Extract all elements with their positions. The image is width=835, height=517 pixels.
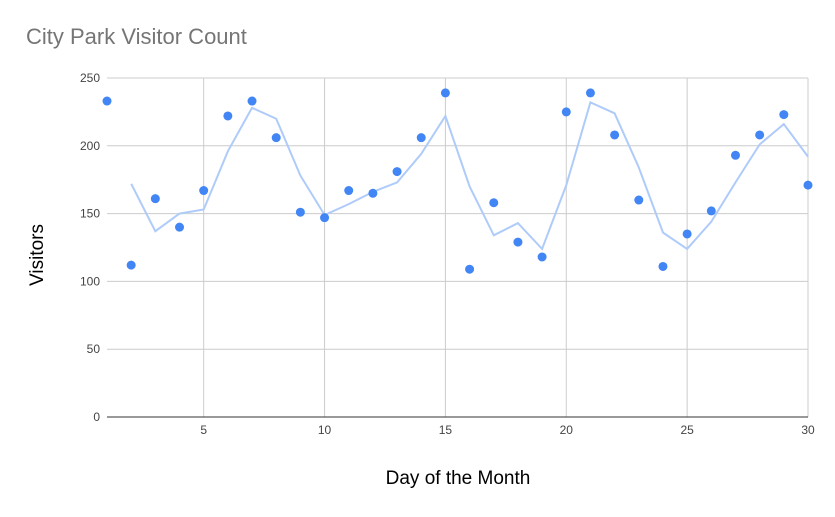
- data-point: [392, 167, 402, 177]
- data-point: [658, 261, 668, 271]
- data-point: [440, 88, 450, 98]
- data-point: [465, 264, 475, 274]
- y-tick-label: 0: [93, 410, 100, 424]
- data-point: [489, 198, 499, 208]
- x-tick-label: 20: [560, 423, 574, 437]
- data-point: [344, 186, 354, 196]
- data-point: [706, 206, 716, 216]
- y-tick-label: 100: [80, 274, 100, 288]
- y-tick-label: 50: [87, 342, 101, 356]
- data-point: [271, 133, 281, 143]
- data-point: [779, 110, 789, 120]
- data-point: [368, 188, 378, 198]
- data-point: [247, 96, 257, 106]
- data-point: [102, 96, 112, 106]
- data-point: [634, 195, 644, 205]
- y-tick-label: 200: [80, 139, 100, 153]
- y-tick-label: 150: [80, 207, 100, 221]
- data-point: [416, 133, 426, 143]
- trend-line: [130, 101, 809, 251]
- data-point: [803, 180, 813, 190]
- x-tick-label: 25: [680, 423, 694, 437]
- x-axis-label: Day of the Month: [385, 468, 531, 489]
- data-point: [610, 130, 620, 140]
- data-point: [730, 150, 740, 160]
- x-tick-label: 15: [439, 423, 453, 437]
- data-point: [295, 207, 305, 217]
- x-tick-label: 5: [200, 423, 207, 437]
- data-point: [126, 260, 136, 270]
- data-point: [682, 229, 692, 239]
- data-point: [223, 111, 233, 121]
- data-point: [175, 222, 185, 232]
- x-tick-label: 30: [801, 423, 815, 437]
- data-point: [199, 186, 209, 196]
- data-point: [537, 252, 547, 262]
- chart-title: City Park Visitor Count: [26, 24, 247, 49]
- y-tick-label: 250: [80, 71, 100, 85]
- data-point: [585, 88, 595, 98]
- data-point: [561, 107, 571, 117]
- data-point: [320, 213, 330, 223]
- data-point: [513, 237, 523, 247]
- data-point: [150, 194, 160, 204]
- x-tick-label: 10: [318, 423, 332, 437]
- data-point: [755, 130, 765, 140]
